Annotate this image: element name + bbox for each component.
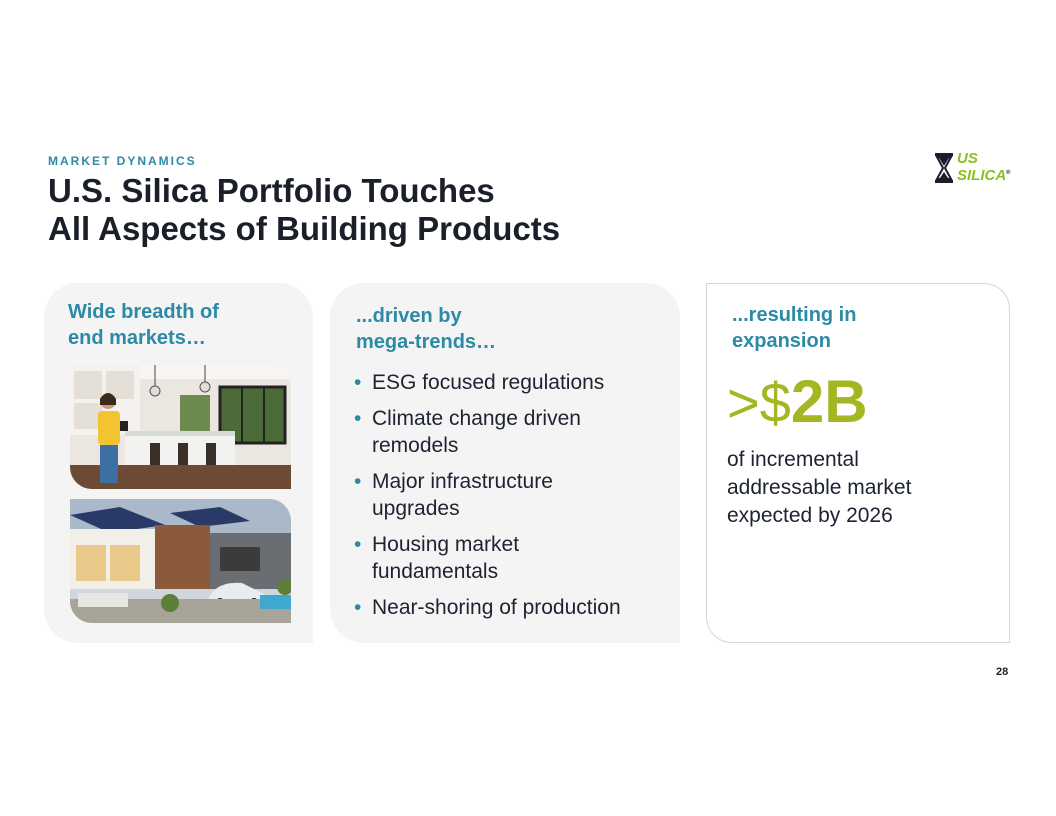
logo-registered-mark: ®	[1006, 170, 1011, 176]
expansion-panel: ...resulting in expansion >$2B of increm…	[706, 283, 1010, 643]
page-title-line-2: All Aspects of Building Products	[48, 210, 561, 247]
modern-house-photo	[70, 499, 291, 623]
list-item-line-1: Climate change driven	[372, 407, 581, 430]
list-item-line-2: fundamentals	[372, 560, 499, 583]
list-item-line-1: Housing market	[372, 533, 520, 556]
end-markets-panel: Wide breadth of end markets…	[44, 283, 313, 643]
market-value-prefix: >$	[727, 371, 791, 434]
bullet-dot-icon: •	[354, 371, 362, 394]
logo-wordmark: US SILICA®	[957, 150, 1011, 183]
list-item-line-1: Near-shoring of production	[372, 596, 621, 619]
logo-line-1: US	[957, 150, 978, 167]
bullet-dot-icon: •	[354, 407, 362, 430]
bullet-dot-icon: •	[354, 470, 362, 493]
list-item-line-2: remodels	[372, 434, 459, 457]
list-item: • Climate change driven remodels	[354, 405, 674, 459]
market-value-description: of incremental addressable market expect…	[727, 446, 997, 530]
mega-trends-panel: ...driven by mega-trends… • ESG focused r…	[330, 283, 680, 643]
mega-trends-heading: ...driven by mega-trends…	[356, 303, 496, 355]
end-markets-heading-line-2: end markets…	[68, 327, 206, 349]
list-item-line-1: Major infrastructure	[372, 470, 553, 493]
list-item: • ESG focused regulations	[354, 369, 674, 396]
description-line-1: of incremental	[727, 448, 859, 471]
bullet-dot-icon: •	[354, 533, 362, 556]
end-markets-heading: Wide breadth of end markets…	[68, 299, 219, 351]
expansion-heading: ...resulting in expansion	[732, 302, 856, 354]
list-item: • Housing market fundamentals	[354, 531, 674, 585]
list-item-line-1: ESG focused regulations	[372, 371, 605, 394]
expansion-heading-line-1: ...resulting in	[732, 304, 857, 326]
expansion-heading-line-2: expansion	[732, 330, 831, 352]
us-silica-logo: US SILICA®	[934, 150, 1014, 186]
list-item: • Major infrastructure upgrades	[354, 468, 674, 522]
market-value-stat: >$2B	[727, 372, 868, 448]
description-line-2: addressable market	[727, 476, 912, 499]
list-item: • Near-shoring of production	[354, 594, 674, 621]
logo-line-2: SILICA®	[957, 166, 1011, 183]
end-markets-heading-line-1: Wide breadth of	[68, 301, 219, 323]
hourglass-icon	[935, 153, 953, 183]
logo-line-2-text: SILICA	[957, 167, 1007, 184]
page-number: 28	[996, 666, 1009, 678]
list-item-line-2: upgrades	[372, 497, 460, 520]
bullet-dot-icon: •	[354, 596, 362, 619]
description-line-3: expected by 2026	[727, 504, 893, 527]
kitchen-photo	[70, 365, 291, 489]
market-value-number: 2B	[790, 368, 868, 435]
mega-trends-list: • ESG focused regulations • Climate change…	[354, 369, 674, 630]
page-title-line-1: U.S. Silica Portfolio Touches	[48, 172, 495, 209]
mega-trends-heading-line-1: ...driven by	[356, 305, 462, 327]
page-title: U.S. Silica Portfolio Touches All Aspect…	[48, 172, 748, 248]
section-eyebrow: MARKET DYNAMICS	[48, 154, 197, 168]
mega-trends-heading-line-2: mega-trends…	[356, 331, 497, 353]
